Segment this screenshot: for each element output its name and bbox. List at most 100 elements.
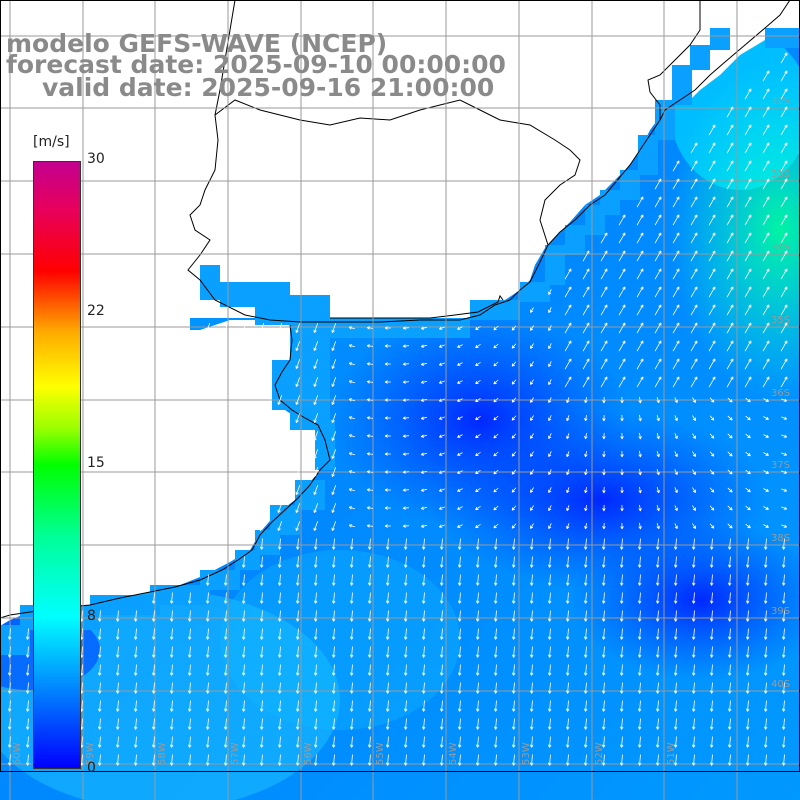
wind-arrow xyxy=(188,736,192,748)
wind-arrow xyxy=(584,754,588,766)
wind-arrow xyxy=(438,344,445,348)
colorbar-tick-15: 15 xyxy=(87,455,105,471)
wind-arrow xyxy=(710,646,714,658)
wind-arrow xyxy=(422,700,426,712)
wind-arrow xyxy=(656,522,660,530)
wind-arrow xyxy=(404,646,408,658)
wind-arrow xyxy=(402,344,410,348)
wind-arrow xyxy=(530,574,534,586)
wind-arrow xyxy=(512,736,516,748)
wind-arrow xyxy=(314,610,318,622)
wind-arrow xyxy=(728,682,732,694)
wind-arrow xyxy=(530,325,534,331)
wind-arrow xyxy=(458,628,462,640)
wind-arrow xyxy=(618,250,626,262)
wind-arrow xyxy=(314,556,318,568)
wind-arrow xyxy=(511,523,517,529)
wind-arrow xyxy=(260,610,264,622)
wind-arrow xyxy=(224,754,228,766)
wind-arrow xyxy=(476,628,480,640)
wind-arrow xyxy=(242,610,246,622)
wind-arrow xyxy=(366,380,374,384)
wind-arrow xyxy=(638,396,642,404)
wind-arrow xyxy=(242,574,246,586)
wind-arrow xyxy=(420,398,427,402)
wind-arrow xyxy=(348,398,356,402)
wind-arrow xyxy=(708,340,716,352)
wind-arrow xyxy=(763,434,769,438)
wind-arrow xyxy=(422,682,426,694)
wind-arrow xyxy=(674,592,678,604)
wind-arrow xyxy=(438,506,445,510)
wind-arrow xyxy=(260,664,264,676)
wind-arrow xyxy=(404,682,408,694)
wind-arrow xyxy=(781,434,788,438)
wind-arrow xyxy=(475,379,481,385)
wind-arrow xyxy=(295,485,301,495)
wind-arrow xyxy=(762,70,770,82)
wind-arrow xyxy=(511,379,517,385)
wind-arrow xyxy=(763,452,769,456)
wind-arrow xyxy=(134,628,138,640)
wind-arrow xyxy=(530,361,534,367)
wind-arrow xyxy=(420,488,427,492)
wind-arrow xyxy=(420,506,427,510)
wind-arrow xyxy=(602,396,606,404)
wind-arrow xyxy=(710,538,714,550)
wind-arrow xyxy=(764,646,768,658)
wind-arrow xyxy=(295,395,301,405)
wind-arrow xyxy=(744,178,752,190)
wind-arrow xyxy=(636,196,644,208)
wind-arrow xyxy=(782,754,786,766)
wind-arrow xyxy=(602,574,606,586)
wind-arrow xyxy=(762,160,770,172)
wind-arrow xyxy=(692,451,696,457)
wind-arrow xyxy=(744,232,752,244)
wind-arrow xyxy=(710,664,714,676)
wind-arrow xyxy=(780,142,788,154)
wind-arrow xyxy=(672,232,680,244)
wind-arrow xyxy=(494,574,498,586)
wind-arrow xyxy=(620,450,624,458)
wind-arrow xyxy=(440,646,444,658)
wind-arrow xyxy=(726,358,734,370)
wind-arrow xyxy=(602,664,606,676)
wind-arrow xyxy=(584,433,588,440)
wind-arrow xyxy=(582,322,590,334)
wind-arrow xyxy=(709,397,715,403)
wind-arrow xyxy=(350,736,354,748)
lat-label-34s: 34S xyxy=(771,242,790,253)
wind-arrow xyxy=(530,700,534,712)
wind-arrow xyxy=(224,682,228,694)
wind-arrow xyxy=(332,754,336,766)
wind-arrow xyxy=(745,505,751,511)
wind-arrow xyxy=(728,736,732,748)
wind-arrow xyxy=(366,434,374,438)
wind-arrow xyxy=(331,377,337,387)
wind-arrow xyxy=(548,592,552,604)
wind-arrow xyxy=(602,610,606,622)
wind-arrow xyxy=(530,415,534,421)
wind-arrow xyxy=(420,434,427,438)
wind-arrow xyxy=(780,106,788,118)
wind-arrow xyxy=(636,304,644,316)
wind-arrow xyxy=(512,646,516,658)
wind-arrow xyxy=(313,377,319,387)
wind-arrow xyxy=(672,322,680,334)
wind-arrow xyxy=(224,664,228,676)
wind-arrow xyxy=(348,470,356,474)
wind-arrow xyxy=(386,754,390,766)
wind-arrow xyxy=(296,646,300,658)
wind-arrow xyxy=(672,160,680,172)
wind-arrow xyxy=(708,142,716,154)
wind-arrow xyxy=(744,340,752,352)
wind-arrow xyxy=(277,323,283,333)
wind-arrow xyxy=(584,397,588,404)
wind-arrow xyxy=(384,416,391,420)
wind-arrow xyxy=(566,682,570,694)
wind-arrow xyxy=(295,521,301,531)
wind-arrow xyxy=(332,610,336,622)
wind-arrow xyxy=(582,340,590,352)
